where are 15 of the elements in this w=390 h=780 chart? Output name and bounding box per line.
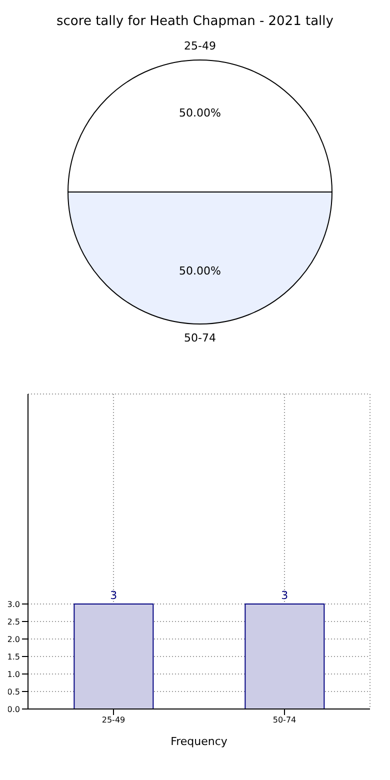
data-label: 3 [281,589,288,602]
y-tick-label: 2.5 [7,617,20,626]
y-tick-label: 1.5 [7,652,20,662]
chart-title: score tally for Heath Chapman - 2021 tally [56,14,334,29]
y-tick-label: 1.0 [7,670,20,679]
x-axis-title: Frequency [170,735,228,748]
data-label: 50.00% [179,264,221,278]
slice-label: 50-74 [184,332,216,344]
data-label: 3 [110,589,118,602]
y-tick-label: 0.0 [7,704,20,714]
y-tick-label: 3.0 [7,600,20,609]
slice-label: 25-49 [184,40,216,52]
data-label: 50.00% [179,106,221,120]
y-tick-label: 0.5 [7,687,20,696]
y-tick-label: 2.0 [7,634,20,644]
